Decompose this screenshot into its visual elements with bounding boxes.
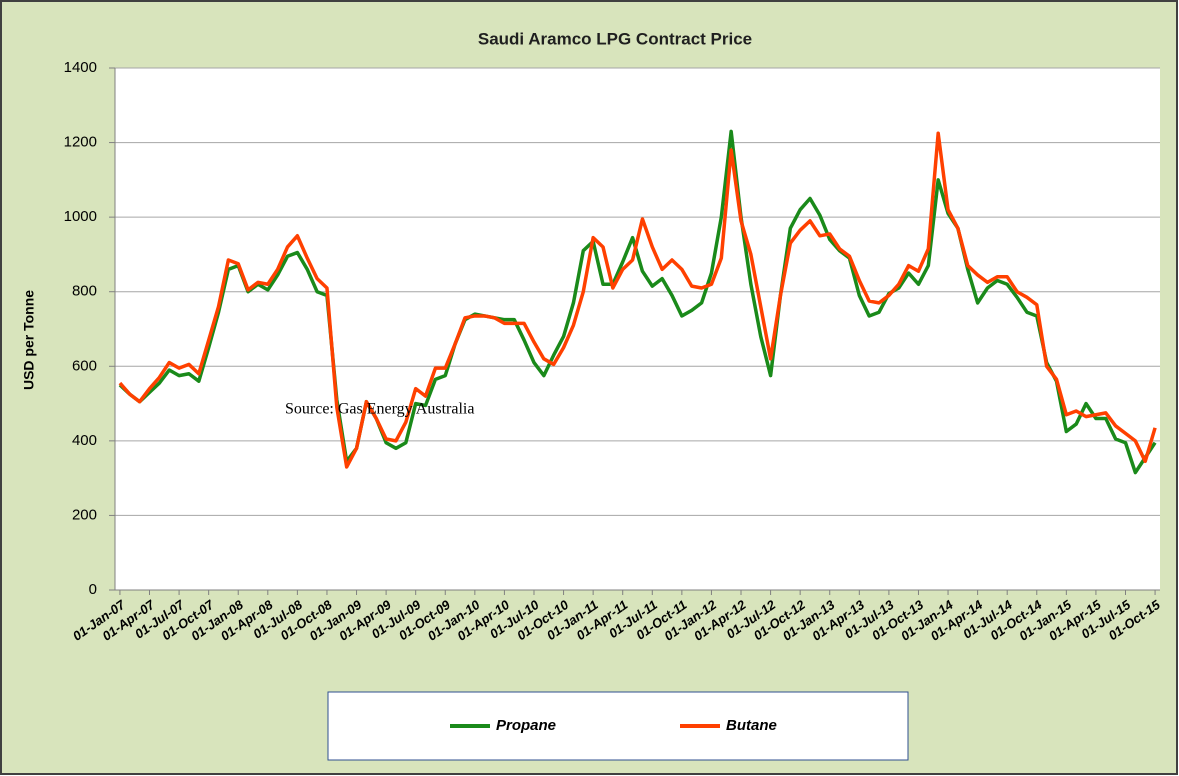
legend-box [327, 691, 909, 761]
legend-label: Butane [726, 717, 777, 734]
y-tick-label: 200 [72, 506, 97, 523]
plot-area [115, 68, 1160, 590]
legend-label: Propane [496, 717, 556, 734]
chart-title: Saudi Aramco LPG Contract Price [478, 29, 752, 48]
y-tick-label: 1200 [64, 134, 97, 151]
y-tick-label: 1400 [64, 59, 97, 76]
y-tick-label: 0 [89, 581, 97, 598]
y-tick-label: 400 [72, 432, 97, 449]
line-series [118, 131, 1157, 469]
line-series [118, 129, 1157, 475]
annotation: Source: Gas Energy Australia [285, 401, 474, 418]
y-tick-label: 600 [72, 357, 97, 374]
y-tick-label: 1000 [64, 208, 97, 225]
y-axis-label: USD per Tonne [21, 290, 37, 390]
y-tick-label: 800 [72, 283, 97, 300]
